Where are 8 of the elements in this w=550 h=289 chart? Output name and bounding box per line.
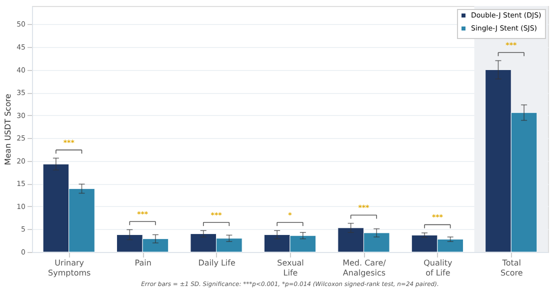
x-tick-label: Urinary Symptoms <box>48 258 91 278</box>
y-axis-title: Mean USDT Score <box>4 94 13 166</box>
x-tick-label: Total Score <box>500 258 523 278</box>
x-tick-label: Quality of Life <box>424 258 452 278</box>
x-tick-label: Med. Care/ Analgesics <box>342 258 386 278</box>
x-tick-label: Daily Life <box>198 258 236 268</box>
x-tick-label: Sexual Life <box>277 258 304 278</box>
x-tick-label: Pain <box>134 258 152 268</box>
